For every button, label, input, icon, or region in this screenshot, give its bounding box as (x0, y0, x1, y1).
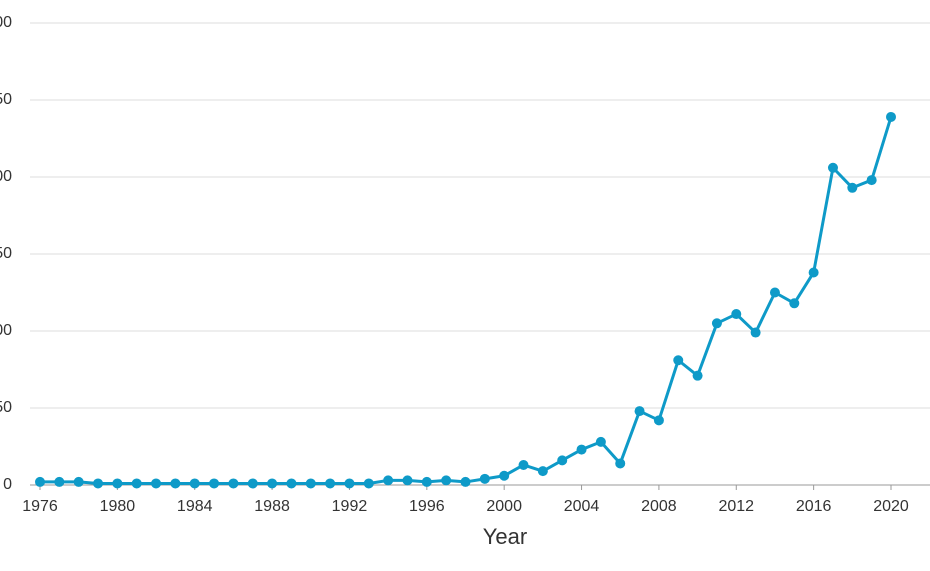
y-tick-label: 0 (3, 476, 12, 493)
data-point (93, 478, 104, 489)
y-tick-label: 200 (0, 168, 12, 185)
data-point (557, 455, 568, 466)
x-tick-label: 2008 (641, 498, 677, 515)
data-point (866, 175, 877, 186)
data-point (228, 478, 239, 489)
data-point (247, 478, 258, 489)
data-point (460, 476, 471, 487)
data-point (209, 478, 220, 489)
data-point (131, 478, 142, 489)
y-tick-label: 250 (0, 91, 12, 108)
x-tick-label: 1992 (332, 498, 368, 515)
data-point (692, 370, 703, 381)
data-line (40, 116, 893, 485)
data-point (305, 478, 316, 489)
data-point (73, 476, 84, 487)
data-point (383, 475, 394, 486)
x-tick-label: 2004 (564, 498, 600, 515)
data-point (827, 162, 838, 173)
y-tick-label: 100 (0, 322, 12, 339)
data-point (363, 478, 374, 489)
data-point (112, 478, 123, 489)
data-point (189, 478, 200, 489)
x-tick-label: 1976 (22, 498, 58, 515)
data-point (267, 478, 278, 489)
data-point (286, 478, 297, 489)
data-point (673, 355, 684, 366)
data-point (421, 476, 432, 487)
data-point (653, 415, 664, 426)
data-point (344, 478, 355, 489)
data-point (769, 287, 780, 298)
data-point (886, 111, 896, 122)
data-point (595, 436, 606, 447)
data-point (35, 476, 45, 487)
data-point (847, 182, 858, 193)
x-tick-label: 2000 (486, 498, 522, 515)
data-point (151, 478, 162, 489)
x-tick-label: 2012 (718, 498, 754, 515)
x-tick-label: 2016 (796, 498, 832, 515)
data-point (731, 309, 742, 320)
data-point (170, 478, 181, 489)
y-tick-label: 300 (0, 14, 12, 31)
x-tick-label: 1996 (409, 498, 445, 515)
data-point (479, 473, 490, 484)
data-point (576, 444, 587, 455)
data-point (518, 459, 529, 470)
data-point (808, 267, 819, 278)
data-point (711, 318, 722, 329)
data-point (750, 327, 761, 338)
y-tick-label: 50 (0, 399, 12, 416)
data-point (441, 475, 452, 486)
data-point (634, 406, 645, 417)
data-point (537, 466, 548, 477)
x-tick-label: 1984 (177, 498, 213, 515)
x-tick-label: 2020 (873, 498, 909, 515)
data-point (615, 458, 626, 469)
data-point (402, 475, 413, 486)
x-tick-label: 1980 (100, 498, 136, 515)
data-point (54, 476, 65, 487)
y-tick-label: 150 (0, 245, 12, 262)
data-point (325, 478, 336, 489)
x-tick-label: 1988 (254, 498, 290, 515)
x-axis-title: Year (483, 524, 527, 549)
data-point (499, 470, 510, 481)
data-point (789, 298, 800, 309)
